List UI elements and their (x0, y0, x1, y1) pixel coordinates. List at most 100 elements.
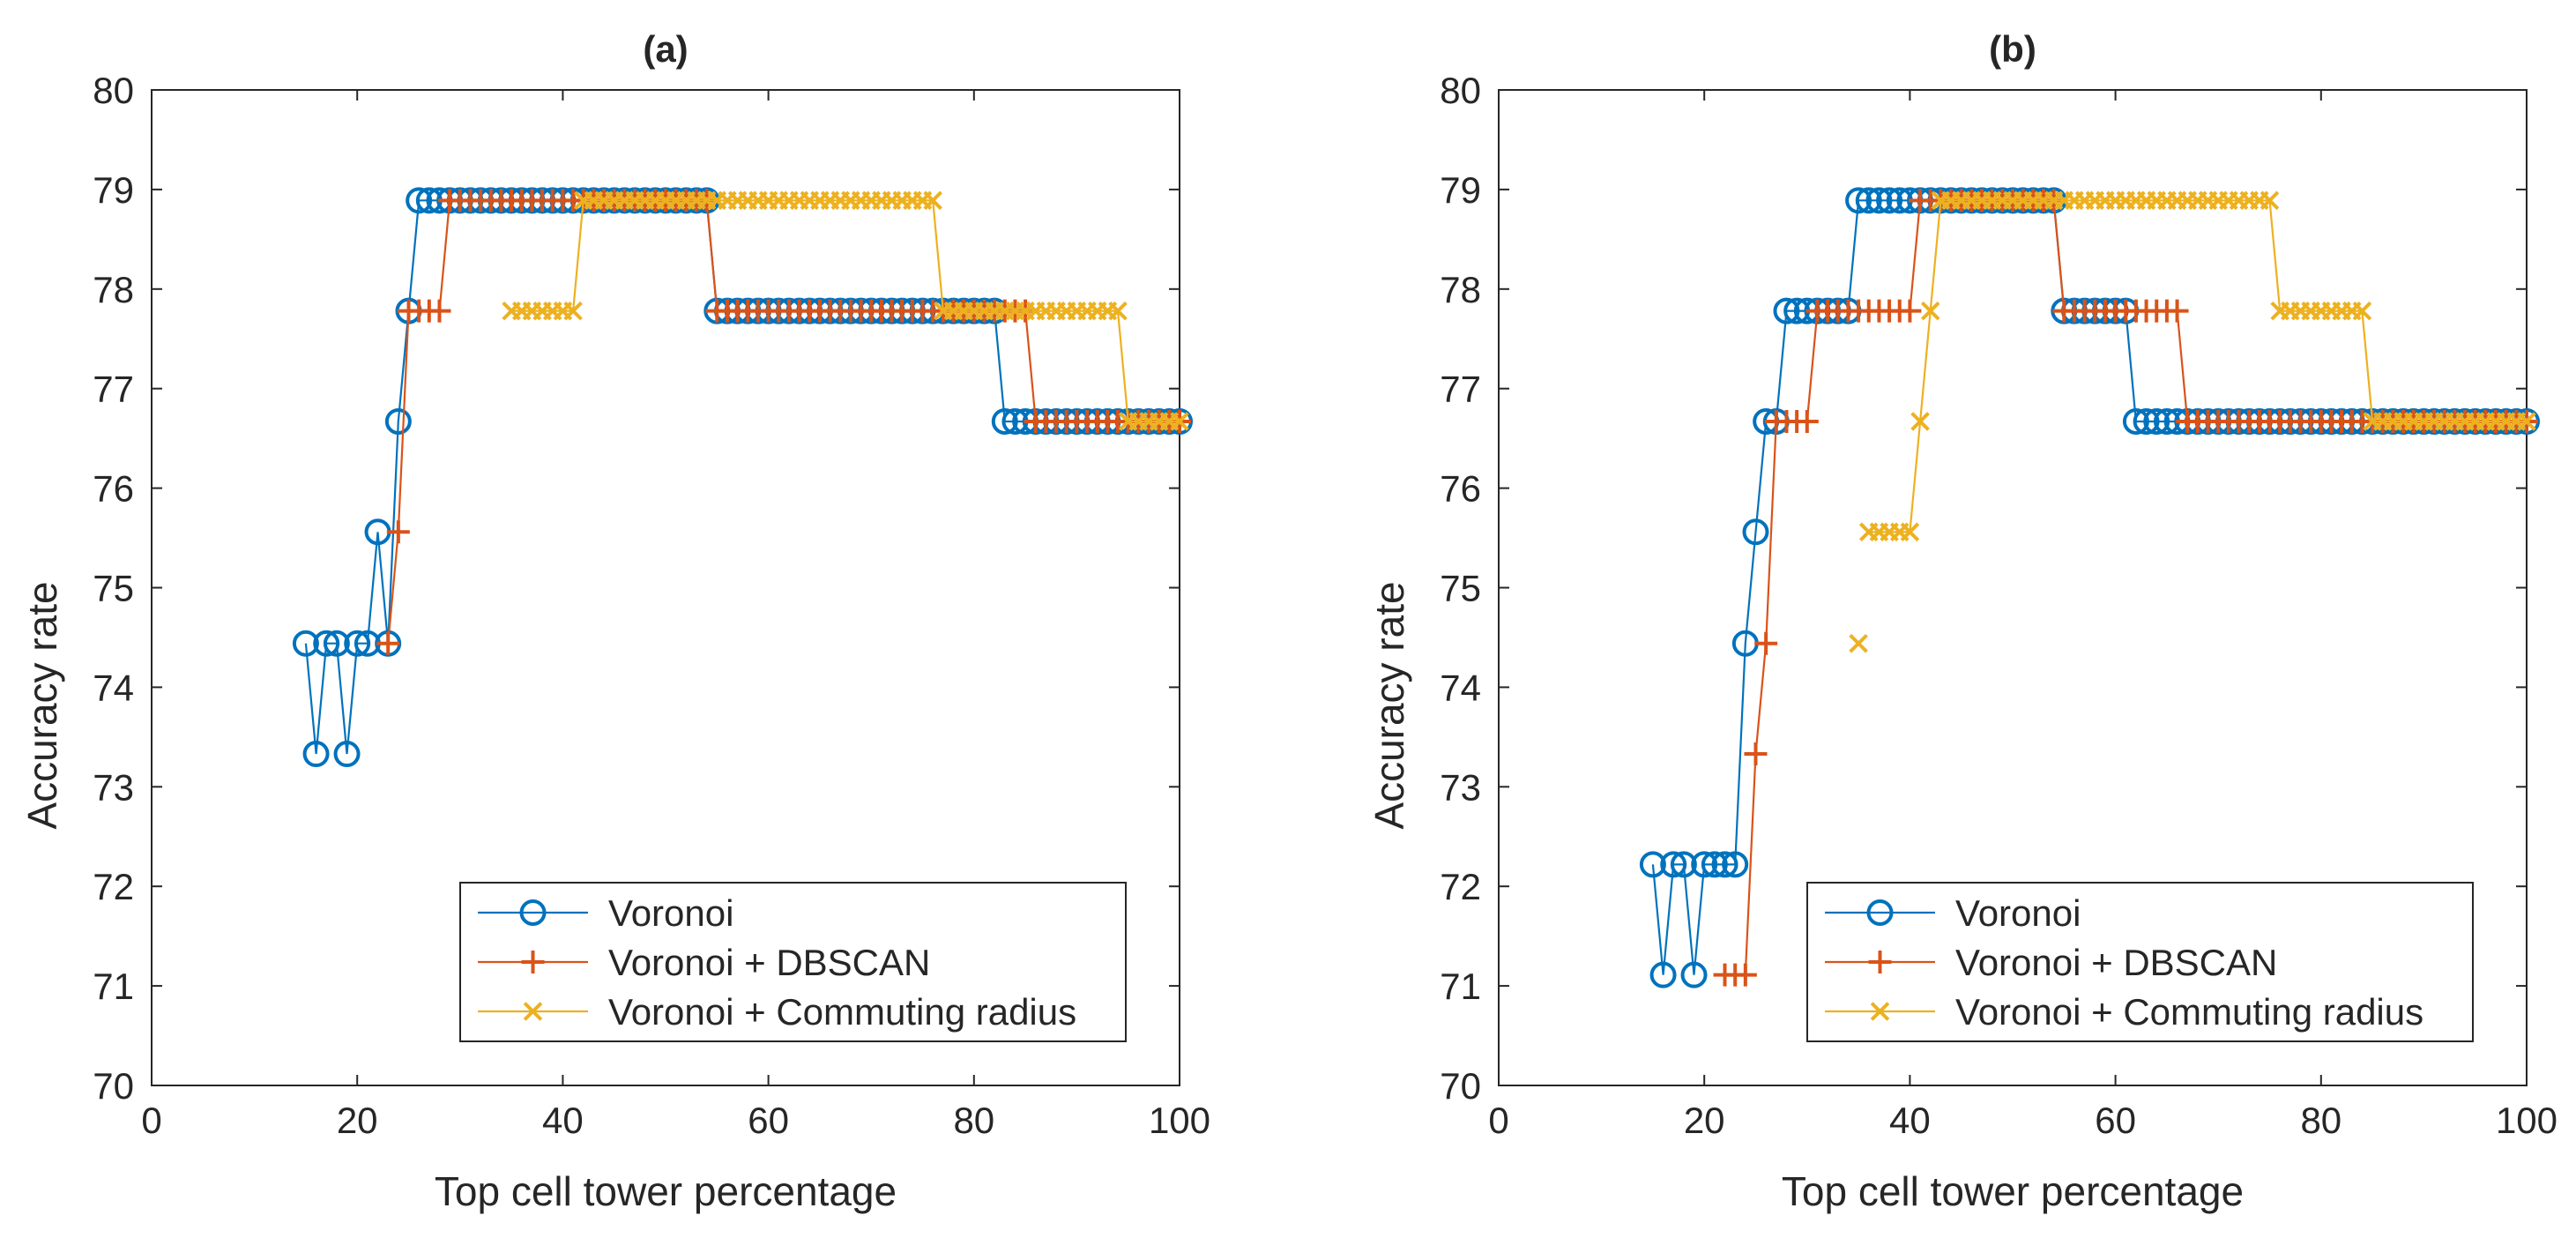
panel-b-title: (b) (1989, 28, 2036, 70)
panel-b-legend-dbscan-marker (1868, 951, 1892, 973)
panel-b-y-tick-label: 71 (1440, 966, 1481, 1007)
panel-b: (b) Accuracy rate Top cell tower percent… (1366, 28, 2557, 1214)
panel-b-series-voronoi-point (1639, 851, 1666, 878)
panel-a-series-dbscan-point (428, 299, 451, 323)
panel-a-legend-box (459, 882, 1127, 1042)
panel-b-x-axis-label: Top cell tower percentage (1782, 1168, 2244, 1214)
panel-a-series-voronoi-point (991, 407, 1018, 435)
panel-a-y-tick-label: 72 (93, 866, 134, 907)
panel-b-series-commuting-point (2352, 301, 2372, 321)
panel-b-series-voronoi-point (1711, 851, 1738, 878)
panel-a-series-voronoi-point (406, 187, 433, 214)
panel-a-y-tick-label: 70 (93, 1065, 134, 1107)
panel-a-x-tick-label: 60 (748, 1100, 789, 1141)
panel-a-title: (a) (643, 28, 688, 70)
panel-a-series-commuting-point (563, 301, 583, 321)
panel-b-series-commuting-point (1920, 301, 1940, 321)
panel-b-series-voronoi-point (1680, 961, 1708, 988)
panel-b-series-voronoi-point (1845, 187, 1872, 214)
panel-a-x-tick-label: 100 (1149, 1100, 1210, 1141)
panel-b-series-voronoi-point (1773, 297, 1800, 324)
panel-a: (a) Accuracy rate Top cell tower percent… (19, 28, 1210, 1214)
panel-b-series-dbscan-point (1754, 631, 1778, 655)
panel-b-series-voronoi-point (2133, 407, 2160, 435)
panel-b-series-voronoi-point (2122, 407, 2149, 435)
panel-b-series-voronoi-point (1649, 961, 1677, 988)
panel-a-legend-commuting-label: Voronoi + Commuting radius (608, 991, 1076, 1033)
panel-b-series-voronoi-point (2143, 407, 2170, 435)
panel-b-x-tick-label: 60 (2095, 1100, 2136, 1141)
panel-b-series-voronoi-point (1660, 851, 1687, 878)
panel-b-series-commuting-point (2517, 412, 2536, 431)
panel-a-series-dbscan-point (376, 631, 400, 655)
panel-b-y-tick-label: 80 (1440, 70, 1481, 111)
panel-b-series-voronoi-point (1670, 851, 1697, 878)
panel-b-x-tick-label: 0 (1488, 1100, 1508, 1141)
panel-b-y-tick-label: 79 (1440, 169, 1481, 211)
panel-a-y-tick-label: 78 (93, 269, 134, 310)
panel-b-x-tick-label: 40 (1889, 1100, 1931, 1141)
panel-b-y-tick-label: 73 (1440, 766, 1481, 808)
panel-a-x-tick-label: 80 (953, 1100, 994, 1141)
panel-a-y-tick-label: 77 (93, 369, 134, 410)
panel-b-series-voronoi-point (1865, 187, 1893, 214)
panel-a-legend-voronoi-label: Voronoi (608, 892, 733, 934)
panel-b-x-tick-label: 100 (2496, 1100, 2557, 1141)
panel-b-legend-dbscan-label: Voronoi + DBSCAN (1955, 942, 2277, 983)
panel-b-series-commuting-point (1849, 633, 1868, 653)
panel-a-y-tick-label: 76 (93, 468, 134, 510)
panel-b-y-tick-label: 75 (1440, 568, 1481, 609)
panel-b-legend-commuting-label: Voronoi + Commuting radius (1955, 991, 2423, 1033)
panel-b-y-tick-label: 78 (1440, 269, 1481, 310)
panel-b-series-dbscan-point (1795, 409, 1819, 433)
panel-a-x-tick-label: 20 (337, 1100, 378, 1141)
panel-a-y-tick-label: 80 (93, 70, 134, 111)
panel-b-series-voronoi-point (1722, 851, 1749, 878)
panel-b-series-voronoi-point (1876, 187, 1903, 214)
panel-b-series-commuting-point (2260, 190, 2280, 211)
panel-a-legend: Voronoi Voronoi + DBSCAN Voronoi + Commuti… (459, 882, 1127, 1042)
panel-b-y-tick-label: 72 (1440, 866, 1481, 907)
panel-a-series-voronoi-point (384, 407, 412, 435)
panel-a-series-voronoi-point (313, 630, 340, 657)
panel-a-x-axis-label: Top cell tower percentage (435, 1168, 897, 1214)
panel-b-x-tick-label: 80 (2300, 1100, 2341, 1141)
panel-a-legend-dbscan-marker (521, 951, 545, 973)
panel-a-y-tick-label: 79 (93, 169, 134, 211)
panel-a-series-dbscan-point (386, 520, 410, 544)
panel-a-series-commuting-point (923, 190, 942, 211)
panel-a-series-voronoi-point (344, 630, 371, 657)
panel-b-series-commuting-point (1910, 412, 1930, 431)
panel-a-y-axis-label: Accuracy rate (19, 581, 65, 829)
panel-b-legend-commuting-marker (1870, 1002, 1890, 1021)
panel-a-x-tick-label: 40 (542, 1100, 584, 1141)
panel-a-legend-commuting-marker (523, 1002, 543, 1021)
panel-b-series-dbscan-point (1744, 742, 1768, 766)
panel-b-x-tick-label: 20 (1684, 1100, 1725, 1141)
panel-b-series-dbscan-point (1898, 299, 1922, 323)
panel-a-series-voronoi-point (323, 630, 350, 657)
panel-b-y-tick-label: 74 (1440, 667, 1481, 708)
panel-b-legend-voronoi-marker (1866, 899, 1894, 926)
panel-a-y-tick-label: 74 (93, 667, 134, 708)
panel-b-series-voronoi-point (1742, 518, 1769, 546)
panel-a-legend-dbscan-label: Voronoi + DBSCAN (608, 942, 930, 983)
panel-a-x-tick-label: 0 (141, 1100, 161, 1141)
panel-b-y-tick-label: 70 (1440, 1065, 1481, 1107)
panel-a-y-tick-label: 71 (93, 966, 134, 1007)
panel-b-series-voronoi-point (1701, 851, 1728, 878)
panel-b-series-dbscan-point (2165, 299, 2189, 323)
panel-a-legend-voronoi-marker (519, 899, 547, 926)
panel-a-series-commuting (502, 190, 1189, 431)
panel-a-y-tick-label: 73 (93, 766, 134, 808)
panel-b-series-commuting-point (1900, 522, 1920, 542)
panel-b-legend-voronoi-label: Voronoi (1955, 892, 2081, 934)
panel-a-series-voronoi-point (333, 741, 361, 768)
panel-a-series-voronoi-point (292, 630, 319, 657)
panel-b-series-voronoi-point (1855, 187, 1882, 214)
panel-b-series-voronoi-point (1691, 851, 1718, 878)
panel-b-series-dbscan-point (1733, 963, 1757, 987)
panel-a-y-tick-label: 75 (93, 568, 134, 609)
panel-a-series-commuting-point (1170, 412, 1189, 431)
